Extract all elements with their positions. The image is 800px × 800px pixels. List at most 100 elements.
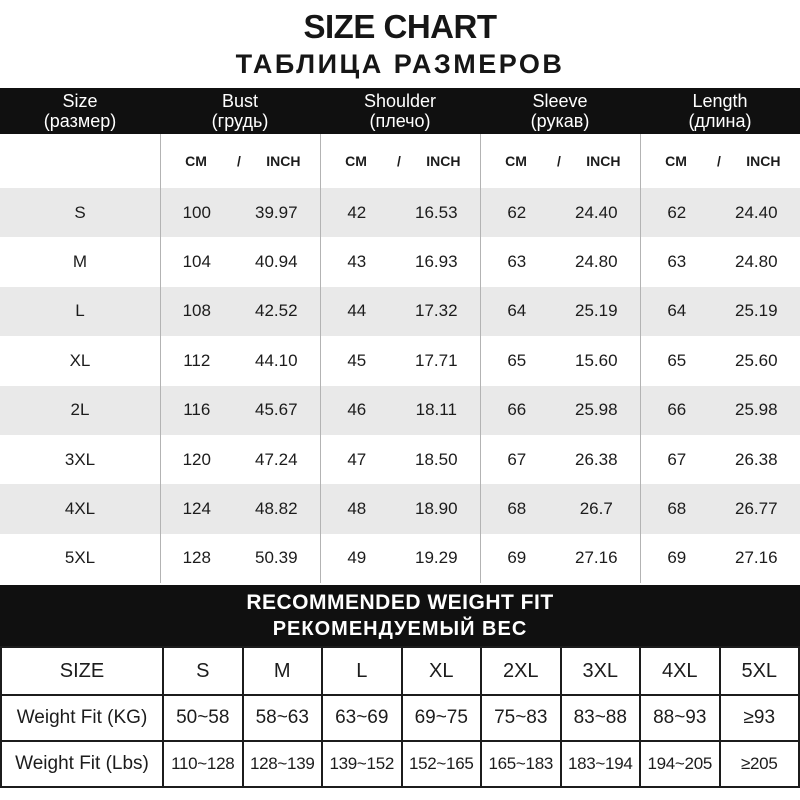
shoulder-cell: 46 18.11	[320, 385, 480, 435]
weight-lbs-value: 194~205	[641, 742, 719, 787]
length-inch-value: 27.16	[734, 548, 778, 568]
bust-cm-value: 108	[182, 301, 211, 321]
unit-separator: /	[556, 153, 561, 169]
sleeve-cell: 66 25.98	[480, 385, 640, 435]
title-block: SIZE CHART ТАБЛИЦА РАЗМЕРОВ	[0, 0, 800, 88]
weight-kg-label: Weight Fit (KG)	[2, 696, 162, 741]
shoulder-inch-value: 18.11	[415, 400, 457, 420]
length-cm-value: 69	[667, 548, 687, 568]
sleeve-inch-value: 15.60	[574, 350, 618, 370]
weight-lbs-value: 139~152	[323, 742, 401, 787]
sleeve-cell: 69 27.16	[480, 533, 640, 584]
bust-cm-value: 112	[183, 350, 211, 370]
bust-inch-value: 40.94	[254, 252, 298, 272]
weight-lbs-value: ≥205	[720, 742, 798, 787]
unit-cell-bust: CM / INCH	[160, 134, 320, 188]
weight-kg-value: 50~58	[164, 696, 242, 741]
shoulder-inch-value: 18.50	[414, 449, 458, 469]
shoulder-cm-value: 47	[347, 449, 367, 469]
shoulder-inch-value: 17.71	[414, 350, 458, 370]
sleeve-cell: 67 26.38	[480, 434, 640, 485]
length-cm-value: 62	[667, 202, 687, 222]
weight-kg-value: 75~83	[482, 696, 560, 741]
bust-cm-value: 104	[182, 252, 211, 272]
bust-cm-value: 120	[182, 449, 211, 469]
sleeve-cell: 62 24.40	[480, 188, 640, 238]
length-cell: 66 25.98	[640, 385, 800, 435]
length-inch-value: 24.80	[734, 252, 778, 272]
bust-cm-value: 128	[182, 548, 211, 568]
length-inch-value: 25.98	[734, 400, 778, 420]
bust-cm-value: 124	[182, 499, 211, 519]
header-bust-en: Bust	[221, 91, 259, 111]
unit-cm-label: CM	[345, 153, 367, 169]
size-label: M	[72, 252, 88, 272]
page-title: SIZE CHART	[303, 8, 498, 45]
size-table-row: L 108 42.52 44 17.32 64 25.19 64	[0, 286, 800, 337]
shoulder-cm-value: 43	[347, 252, 367, 272]
length-inch-value: 26.38	[734, 449, 778, 469]
size-table-row: S 100 39.97 42 16.53 62 24.40 62	[0, 188, 800, 238]
sleeve-cm-value: 62	[507, 202, 527, 222]
unit-cell-length: CM / INCH	[640, 134, 800, 188]
unit-separator: /	[236, 153, 241, 169]
bust-inch-value: 39.97	[254, 202, 298, 222]
weight-kg-value: 88~93	[641, 696, 719, 741]
size-table-row: M 104 40.94 43 16.93 63 24.80 63	[0, 237, 800, 287]
length-cell: 64 25.19	[640, 286, 800, 337]
unit-cm-label: CM	[665, 153, 687, 169]
weight-kg-row: Weight Fit (KG) 50~58 58~63 63~69 69~75 …	[2, 696, 798, 741]
length-cell: 67 26.38	[640, 434, 800, 485]
weight-table-header-row: SIZE S M L XL 2XL 3XL 4XL 5XL	[2, 648, 798, 695]
length-inch-value: 25.60	[734, 350, 778, 370]
unit-cm-label: CM	[505, 153, 527, 169]
unit-inch-label: INCH	[426, 153, 461, 169]
unit-separator: /	[396, 153, 401, 169]
length-cm-value: 67	[667, 449, 687, 469]
header-shoulder: Shoulder (плечо)	[320, 88, 480, 134]
length-cell: 63 24.80	[640, 237, 800, 287]
banner-line-ru: РЕКОМЕНДУЕМЫЙ ВЕС	[272, 618, 528, 641]
length-cell: 65 25.60	[640, 336, 800, 386]
sleeve-cell: 64 25.19	[480, 286, 640, 337]
shoulder-inch-value: 19.29	[414, 548, 458, 568]
size-label: 5XL	[64, 548, 96, 568]
size-label: 3XL	[64, 449, 96, 469]
header-size: Size (размер)	[0, 88, 160, 134]
weight-lbs-value: 165~183	[482, 742, 560, 787]
weight-header-cell: S	[164, 648, 242, 695]
length-cm-value: 64	[667, 301, 687, 321]
size-label: L	[75, 301, 85, 321]
bust-inch-value: 50.39	[254, 548, 298, 568]
weight-header-cell: L	[323, 648, 401, 695]
size-label: XL	[69, 350, 91, 370]
weight-kg-value: 69~75	[402, 696, 480, 741]
shoulder-cm-value: 42	[347, 202, 367, 222]
bust-cell: 124 48.82	[160, 484, 320, 534]
sleeve-cm-value: 63	[507, 252, 527, 272]
header-shoulder-ru: (плечо)	[369, 111, 431, 131]
length-cm-value: 65	[667, 350, 687, 370]
weight-kg-value: 83~88	[561, 696, 639, 741]
weight-header-cell: 4XL	[641, 648, 719, 695]
bust-inch-value: 42.52	[254, 301, 298, 321]
header-sleeve: Sleeve (рукав)	[480, 88, 640, 134]
size-table-header: Size (размер) Bust (грудь) Shoulder (пле…	[0, 88, 800, 134]
weight-table: SIZE S M L XL 2XL 3XL 4XL 5XL Weight Fit…	[0, 646, 800, 789]
length-cm-value: 68	[667, 499, 687, 519]
sleeve-cm-value: 64	[507, 301, 527, 321]
header-sleeve-ru: (рукав)	[530, 111, 590, 131]
shoulder-cm-value: 44	[347, 301, 367, 321]
sleeve-cell: 65 15.60	[480, 336, 640, 386]
shoulder-cm-value: 46	[347, 400, 367, 420]
weight-lbs-label: Weight Fit (Lbs)	[2, 742, 162, 787]
size-table-body: S 100 39.97 42 16.53 62 24.40 62	[0, 188, 800, 584]
bust-inch-value: 45.67	[254, 400, 298, 420]
unit-inch-label: INCH	[266, 153, 301, 169]
weight-header-cell: 5XL	[720, 648, 798, 695]
bust-inch-value: 47.24	[254, 449, 298, 469]
header-size-en: Size	[62, 91, 98, 111]
header-size-ru: (размер)	[43, 111, 117, 131]
length-inch-value: 25.19	[734, 301, 778, 321]
shoulder-inch-value: 16.53	[414, 202, 458, 222]
